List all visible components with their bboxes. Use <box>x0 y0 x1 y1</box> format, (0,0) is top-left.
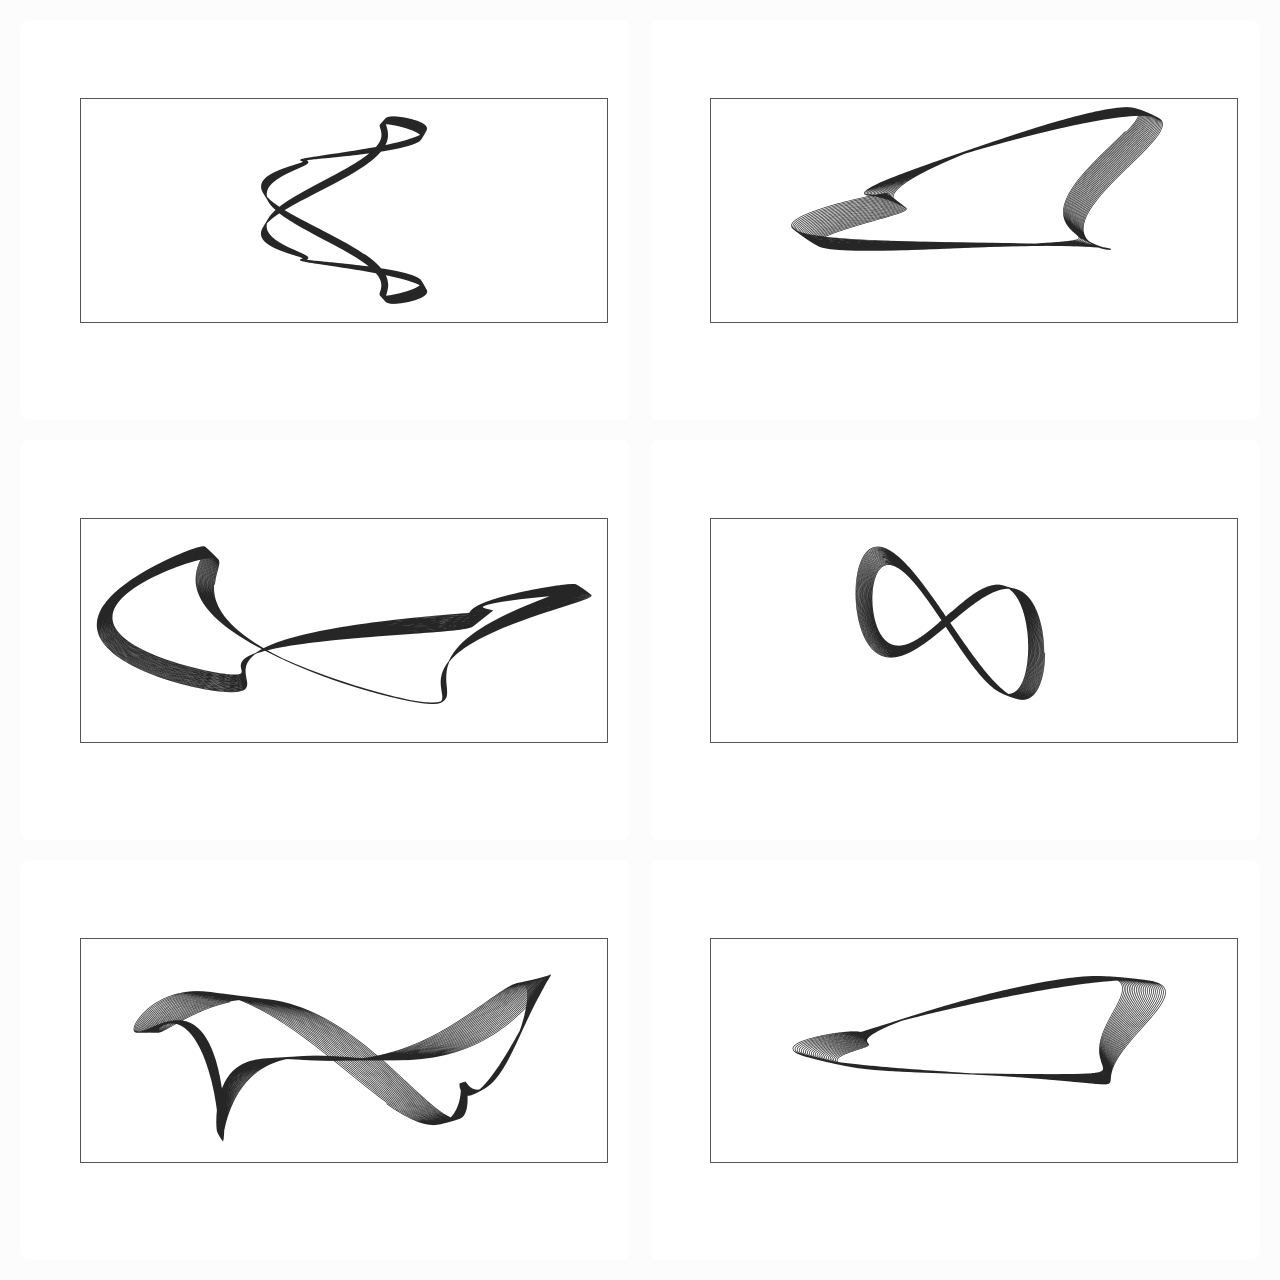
panel-card-6 <box>650 860 1260 1260</box>
plot-frame-6 <box>710 938 1238 1163</box>
harmonograph-curve-4 <box>855 546 1046 700</box>
harmonograph-curve-3 <box>96 546 592 704</box>
harmonograph-curve-6 <box>792 976 1166 1085</box>
panel-card-4 <box>650 440 1260 840</box>
plot-frame-2 <box>710 98 1238 323</box>
harmonograph-curve-2 <box>791 107 1163 251</box>
plot-frame-3 <box>80 518 608 743</box>
panel-card-5 <box>20 860 630 1260</box>
harmonograph-plot-4 <box>855 546 1046 700</box>
harmonograph-curve-1 <box>260 116 428 304</box>
harmonograph-plot-5 <box>133 974 551 1142</box>
harmonograph-plot-3 <box>96 546 592 704</box>
panel-card-2 <box>650 20 1260 420</box>
harmonograph-curve-5 <box>133 974 551 1142</box>
plot-frame-4 <box>710 518 1238 743</box>
plot-frame-1 <box>80 98 608 323</box>
plot-frame-5 <box>80 938 608 1163</box>
harmonograph-plot-1 <box>260 116 428 304</box>
harmonograph-plot-6 <box>792 976 1166 1085</box>
harmonograph-plot-2 <box>791 107 1163 251</box>
panel-card-3 <box>20 440 630 840</box>
panel-card-1 <box>20 20 630 420</box>
